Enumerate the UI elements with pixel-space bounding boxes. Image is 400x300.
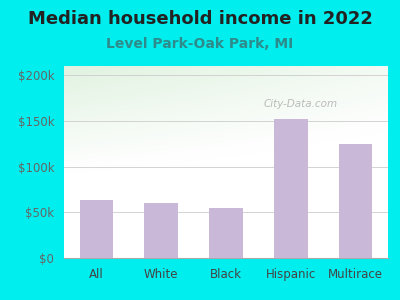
Text: City-Data.com: City-Data.com xyxy=(264,99,338,110)
Text: Median household income in 2022: Median household income in 2022 xyxy=(28,11,372,28)
Bar xyxy=(209,208,243,258)
Bar xyxy=(80,200,113,258)
Bar xyxy=(144,203,178,258)
Bar xyxy=(274,119,308,258)
Text: Level Park-Oak Park, MI: Level Park-Oak Park, MI xyxy=(106,38,294,52)
Bar xyxy=(339,144,372,258)
